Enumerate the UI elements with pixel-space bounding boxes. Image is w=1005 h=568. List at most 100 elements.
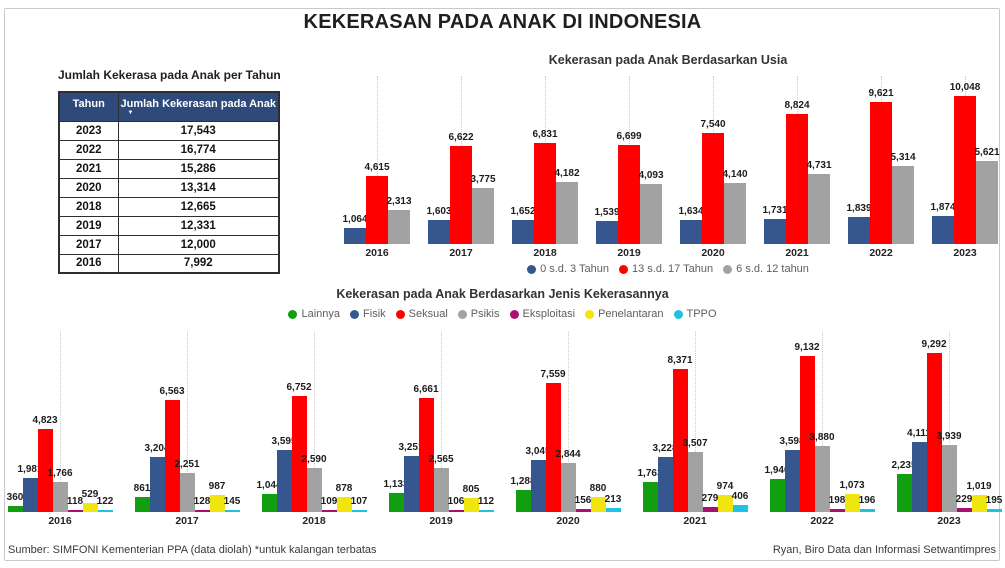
legend-item-penelantaran[interactable]: Penelantaran bbox=[585, 308, 664, 320]
bar-eksploitasi-2022[interactable] bbox=[829, 509, 845, 512]
bar-seksual-2021[interactable] bbox=[672, 369, 688, 512]
bar-seksual-2017[interactable] bbox=[164, 400, 180, 512]
bar-eksploitasi-2020[interactable] bbox=[575, 509, 591, 512]
bar-lainnya-2019[interactable] bbox=[388, 493, 404, 512]
bar-6-s-d-12-tahun-2018[interactable] bbox=[556, 182, 578, 244]
bar-0-s-d-3-tahun-2020[interactable] bbox=[680, 220, 702, 244]
bar-penelantaran-2016[interactable] bbox=[82, 503, 98, 512]
bar-psikis-2018[interactable] bbox=[306, 468, 322, 512]
table-cell-jumlah[interactable]: 15,286 bbox=[117, 158, 280, 179]
bar-tppo-2021[interactable] bbox=[732, 505, 748, 512]
bar-6-s-d-12-tahun-2020[interactable] bbox=[724, 183, 746, 244]
legend-item-lainnya[interactable]: Lainnya bbox=[288, 308, 340, 320]
table-row[interactable]: 2022 16,774 bbox=[58, 139, 280, 160]
legend-item-psikis[interactable]: Psikis bbox=[457, 308, 500, 320]
bar-psikis-2016[interactable] bbox=[52, 482, 68, 512]
bar-psikis-2020[interactable] bbox=[560, 463, 576, 512]
table-cell-jumlah[interactable]: 12,000 bbox=[117, 234, 280, 255]
table-cell-tahun[interactable]: 2020 bbox=[58, 177, 119, 198]
bar-penelantaran-2022[interactable] bbox=[844, 494, 860, 512]
table-cell-jumlah[interactable]: 12,665 bbox=[117, 196, 280, 217]
bar-penelantaran-2018[interactable] bbox=[336, 497, 352, 512]
bar-tppo-2019[interactable] bbox=[478, 510, 494, 512]
bar-seksual-2016[interactable] bbox=[37, 429, 53, 512]
bar-fisik-2017[interactable] bbox=[149, 457, 165, 512]
legend-item-13-s-d-17-tahun[interactable]: 13 s.d. 17 Tahun bbox=[618, 263, 713, 275]
bar-0-s-d-3-tahun-2017[interactable] bbox=[428, 220, 450, 244]
table-cell-tahun[interactable]: 2018 bbox=[58, 196, 119, 217]
bar-6-s-d-12-tahun-2021[interactable] bbox=[808, 174, 830, 244]
bar-psikis-2022[interactable] bbox=[814, 446, 830, 512]
bar-lainnya-2022[interactable] bbox=[769, 479, 785, 512]
bar-fisik-2021[interactable] bbox=[657, 457, 673, 512]
bar-seksual-2018[interactable] bbox=[291, 396, 307, 512]
bar-lainnya-2016[interactable] bbox=[7, 506, 23, 512]
table-header-jumlah[interactable]: Jumlah Kekerasan pada Anak ▼ bbox=[117, 91, 280, 122]
legend-item-eksploitasi[interactable]: Eksploitasi bbox=[509, 308, 575, 320]
bar-lainnya-2017[interactable] bbox=[134, 497, 150, 512]
bar-fisik-2016[interactable] bbox=[22, 478, 38, 512]
bar-13-s-d-17-tahun-2016[interactable] bbox=[366, 176, 388, 244]
table-cell-tahun[interactable]: 2017 bbox=[58, 234, 119, 255]
legend-item-0-s-d-3-tahun[interactable]: 0 s.d. 3 Tahun bbox=[527, 263, 609, 275]
legend-item-fisik[interactable]: Fisik bbox=[350, 308, 386, 320]
table-cell-jumlah[interactable]: 7,992 bbox=[117, 253, 280, 274]
bar-fisik-2018[interactable] bbox=[276, 450, 292, 512]
table-row[interactable]: 2023 17,543 bbox=[58, 120, 280, 141]
table-cell-tahun[interactable]: 2022 bbox=[58, 139, 119, 160]
bar-fisik-2023[interactable] bbox=[911, 442, 927, 512]
bar-fisik-2022[interactable] bbox=[784, 450, 800, 512]
bar-penelantaran-2017[interactable] bbox=[209, 495, 225, 512]
bar-tppo-2016[interactable] bbox=[97, 510, 113, 512]
bar-penelantaran-2019[interactable] bbox=[463, 498, 479, 512]
bar-eksploitasi-2018[interactable] bbox=[321, 510, 337, 512]
bar-tppo-2023[interactable] bbox=[986, 509, 1002, 512]
bar-psikis-2019[interactable] bbox=[433, 468, 449, 512]
bar-seksual-2019[interactable] bbox=[418, 398, 434, 512]
bar-eksploitasi-2021[interactable] bbox=[702, 507, 718, 512]
table-cell-tahun[interactable]: 2023 bbox=[58, 120, 119, 141]
bar-6-s-d-12-tahun-2019[interactable] bbox=[640, 184, 662, 244]
bar-13-s-d-17-tahun-2018[interactable] bbox=[534, 143, 556, 244]
bar-psikis-2023[interactable] bbox=[941, 445, 957, 512]
bar-13-s-d-17-tahun-2019[interactable] bbox=[618, 145, 640, 244]
bar-0-s-d-3-tahun-2016[interactable] bbox=[344, 228, 366, 244]
table-row[interactable]: 2016 7,992 bbox=[58, 253, 280, 274]
bar-13-s-d-17-tahun-2017[interactable] bbox=[450, 146, 472, 244]
bar-6-s-d-12-tahun-2023[interactable] bbox=[976, 161, 998, 244]
bar-tppo-2020[interactable] bbox=[605, 508, 621, 512]
table-cell-tahun[interactable]: 2021 bbox=[58, 158, 119, 179]
bar-psikis-2017[interactable] bbox=[179, 473, 195, 512]
table-cell-tahun[interactable]: 2019 bbox=[58, 215, 119, 236]
bar-seksual-2023[interactable] bbox=[926, 353, 942, 512]
bar-13-s-d-17-tahun-2023[interactable] bbox=[954, 96, 976, 244]
bar-0-s-d-3-tahun-2018[interactable] bbox=[512, 220, 534, 244]
bar-seksual-2020[interactable] bbox=[545, 383, 561, 512]
bar-13-s-d-17-tahun-2022[interactable] bbox=[870, 102, 892, 244]
bar-tppo-2022[interactable] bbox=[859, 509, 875, 512]
table-cell-jumlah[interactable]: 16,774 bbox=[117, 139, 280, 160]
bar-lainnya-2023[interactable] bbox=[896, 474, 912, 512]
bar-6-s-d-12-tahun-2017[interactable] bbox=[472, 188, 494, 244]
bar-0-s-d-3-tahun-2022[interactable] bbox=[848, 217, 870, 244]
bar-6-s-d-12-tahun-2022[interactable] bbox=[892, 166, 914, 244]
bar-tppo-2018[interactable] bbox=[351, 510, 367, 512]
bar-0-s-d-3-tahun-2019[interactable] bbox=[596, 221, 618, 244]
bar-seksual-2022[interactable] bbox=[799, 356, 815, 512]
table-row[interactable]: 2018 12,665 bbox=[58, 196, 280, 217]
table-row[interactable]: 2021 15,286 bbox=[58, 158, 280, 179]
table-cell-jumlah[interactable]: 12,331 bbox=[117, 215, 280, 236]
bar-penelantaran-2023[interactable] bbox=[971, 495, 987, 512]
bar-penelantaran-2021[interactable] bbox=[717, 495, 733, 512]
table-row[interactable]: 2017 12,000 bbox=[58, 234, 280, 255]
table-cell-jumlah[interactable]: 13,314 bbox=[117, 177, 280, 198]
table-row[interactable]: 2019 12,331 bbox=[58, 215, 280, 236]
bar-fisik-2020[interactable] bbox=[530, 460, 546, 512]
bar-eksploitasi-2023[interactable] bbox=[956, 508, 972, 512]
bar-penelantaran-2020[interactable] bbox=[590, 497, 606, 512]
bar-lainnya-2018[interactable] bbox=[261, 494, 277, 512]
table-row[interactable]: 2020 13,314 bbox=[58, 177, 280, 198]
bar-fisik-2019[interactable] bbox=[403, 456, 419, 512]
table-cell-jumlah[interactable]: 17,543 bbox=[117, 120, 280, 141]
bar-13-s-d-17-tahun-2021[interactable] bbox=[786, 114, 808, 244]
